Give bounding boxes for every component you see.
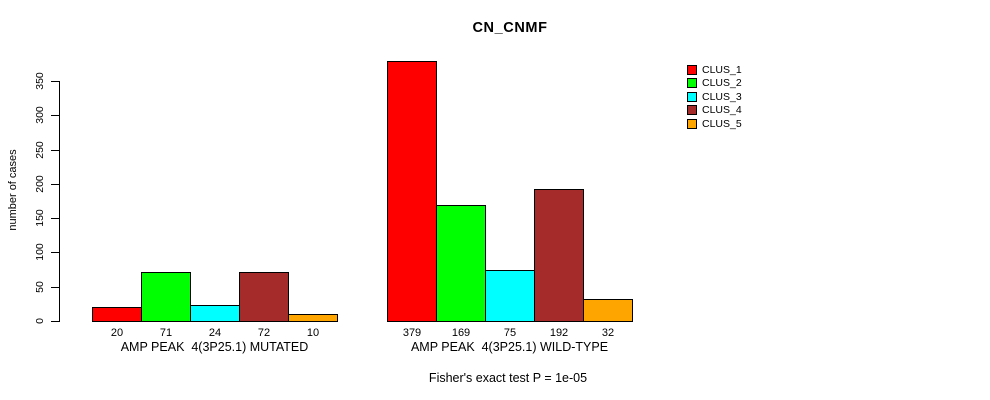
bar-clus_3-group2 [485, 270, 535, 322]
y-axis-label: number of cases [7, 149, 19, 231]
y-tick [51, 183, 59, 185]
legend-label: CLUS_5 [702, 117, 742, 130]
y-tick-label: 250 [34, 140, 46, 159]
bar-value-label: 379 [402, 327, 422, 339]
bar-clus_2-group2 [436, 205, 486, 322]
y-axis-line [59, 81, 60, 322]
footnote: Fisher's exact test P = 1e-05 [428, 371, 588, 385]
legend: CLUS_1 CLUS_2 CLUS_3 CLUS_4 CLUS_5 [687, 63, 742, 131]
bar-clus_4-group1 [239, 272, 289, 322]
y-tick-label: 350 [34, 72, 46, 90]
bar-value-label: 192 [549, 327, 569, 339]
group-label: AMP PEAK 4(3P25.1) MUTATED [120, 340, 309, 354]
bar-value-label: 72 [257, 327, 271, 339]
legend-swatch-icon [687, 105, 697, 116]
y-tick [51, 149, 59, 151]
group-label: AMP PEAK 4(3P25.1) WILD-TYPE [410, 340, 609, 354]
y-tick [51, 80, 59, 82]
legend-swatch-icon [687, 78, 697, 89]
bar-value-label: 71 [159, 327, 173, 339]
legend-entry-clus_4: CLUS_4 [687, 104, 742, 118]
y-tick [51, 115, 59, 117]
bar-value-label: 169 [451, 327, 471, 339]
y-tick-label: 50 [34, 280, 46, 293]
legend-label: CLUS_3 [702, 90, 742, 103]
bar-clus_1-group2 [387, 61, 437, 322]
legend-label: CLUS_4 [702, 104, 742, 117]
bar-value-label: 24 [208, 327, 222, 339]
bar-clus_3-group1 [190, 305, 240, 322]
y-tick-label: 0 [34, 318, 46, 324]
bar-clus_1-group1 [92, 307, 142, 322]
y-tick [51, 286, 59, 288]
legend-label: CLUS_2 [702, 77, 742, 90]
chart-title: CN_CNMF [472, 20, 548, 36]
bar-clus_5-group1 [288, 314, 338, 322]
y-tick-label: 100 [34, 243, 46, 262]
legend-swatch-icon [687, 118, 697, 129]
bar-value-label: 10 [306, 327, 320, 339]
y-tick [51, 218, 59, 220]
legend-label: CLUS_1 [702, 63, 742, 76]
bar-clus_2-group1 [141, 272, 191, 322]
bar-clus_4-group2 [534, 189, 584, 322]
legend-entry-clus_2: CLUS_2 [687, 77, 742, 91]
legend-swatch-icon [687, 91, 697, 102]
y-tick [51, 321, 59, 322]
bar-value-label: 32 [601, 327, 615, 339]
y-tick-label: 150 [34, 209, 46, 227]
legend-entry-clus_1: CLUS_1 [687, 63, 742, 77]
y-tick-label: 300 [34, 106, 46, 124]
y-tick-label: 200 [34, 175, 46, 193]
legend-entry-clus_3: CLUS_3 [687, 90, 742, 104]
legend-swatch-icon [687, 64, 697, 75]
legend-entry-clus_5: CLUS_5 [687, 117, 742, 131]
bar-value-label: 75 [503, 327, 517, 339]
bar-clus_5-group2 [583, 299, 633, 322]
bar-value-label: 20 [110, 327, 124, 339]
y-tick [51, 252, 59, 254]
